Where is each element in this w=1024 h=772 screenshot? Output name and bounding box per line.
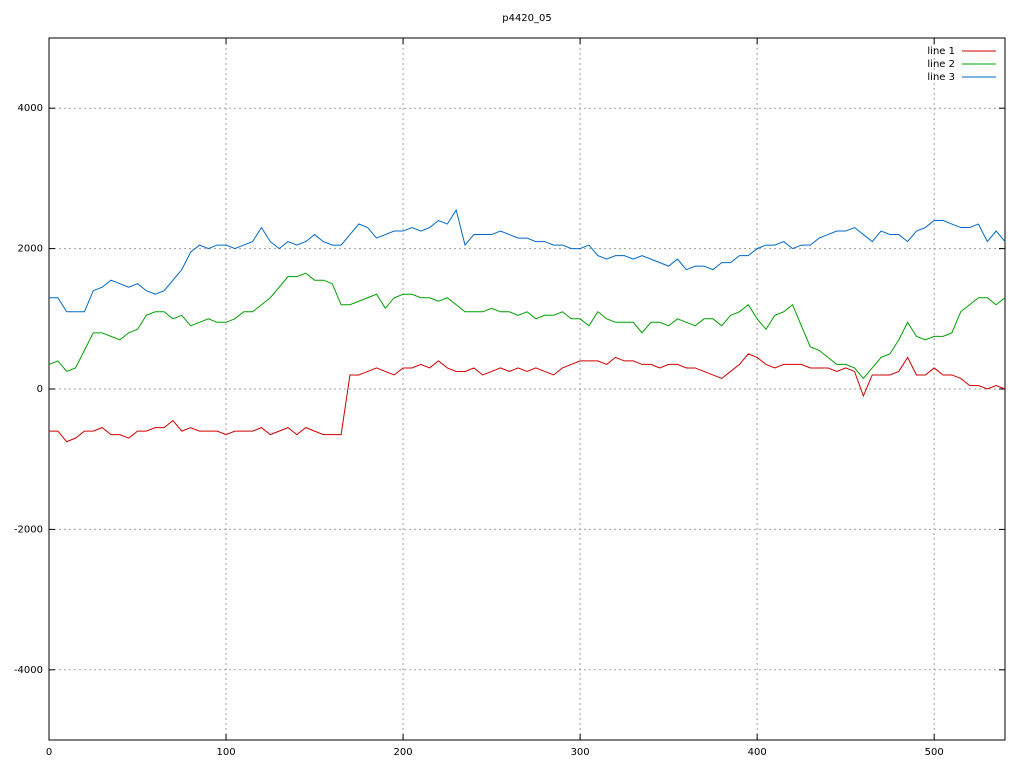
legend-label: line 3 <box>927 72 955 83</box>
data-line <box>49 208 1006 313</box>
x-tick-label: 200 <box>394 747 413 758</box>
legend-label: line 2 <box>927 59 955 70</box>
y-tick-label: 0 <box>37 384 43 395</box>
x-tick-label: 300 <box>571 747 590 758</box>
y-tick-label: 4000 <box>18 103 43 114</box>
y-tick-label: -4000 <box>14 665 43 676</box>
data-line <box>48 272 1006 380</box>
x-tick-label: 0 <box>46 747 52 758</box>
x-tick-label: 500 <box>925 747 944 758</box>
y-tick-label: -2000 <box>14 524 43 535</box>
x-tick-label: 400 <box>748 747 767 758</box>
legend-label: line 1 <box>927 46 955 57</box>
data-line <box>49 353 1006 443</box>
x-tick-label: 100 <box>216 747 235 758</box>
chart-title: p4420_05 <box>502 13 552 24</box>
y-tick-label: 2000 <box>18 244 43 255</box>
